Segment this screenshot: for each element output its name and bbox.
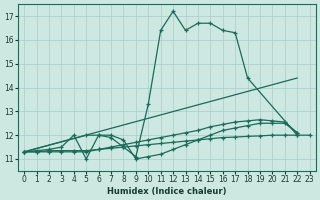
X-axis label: Humidex (Indice chaleur): Humidex (Indice chaleur): [107, 187, 227, 196]
